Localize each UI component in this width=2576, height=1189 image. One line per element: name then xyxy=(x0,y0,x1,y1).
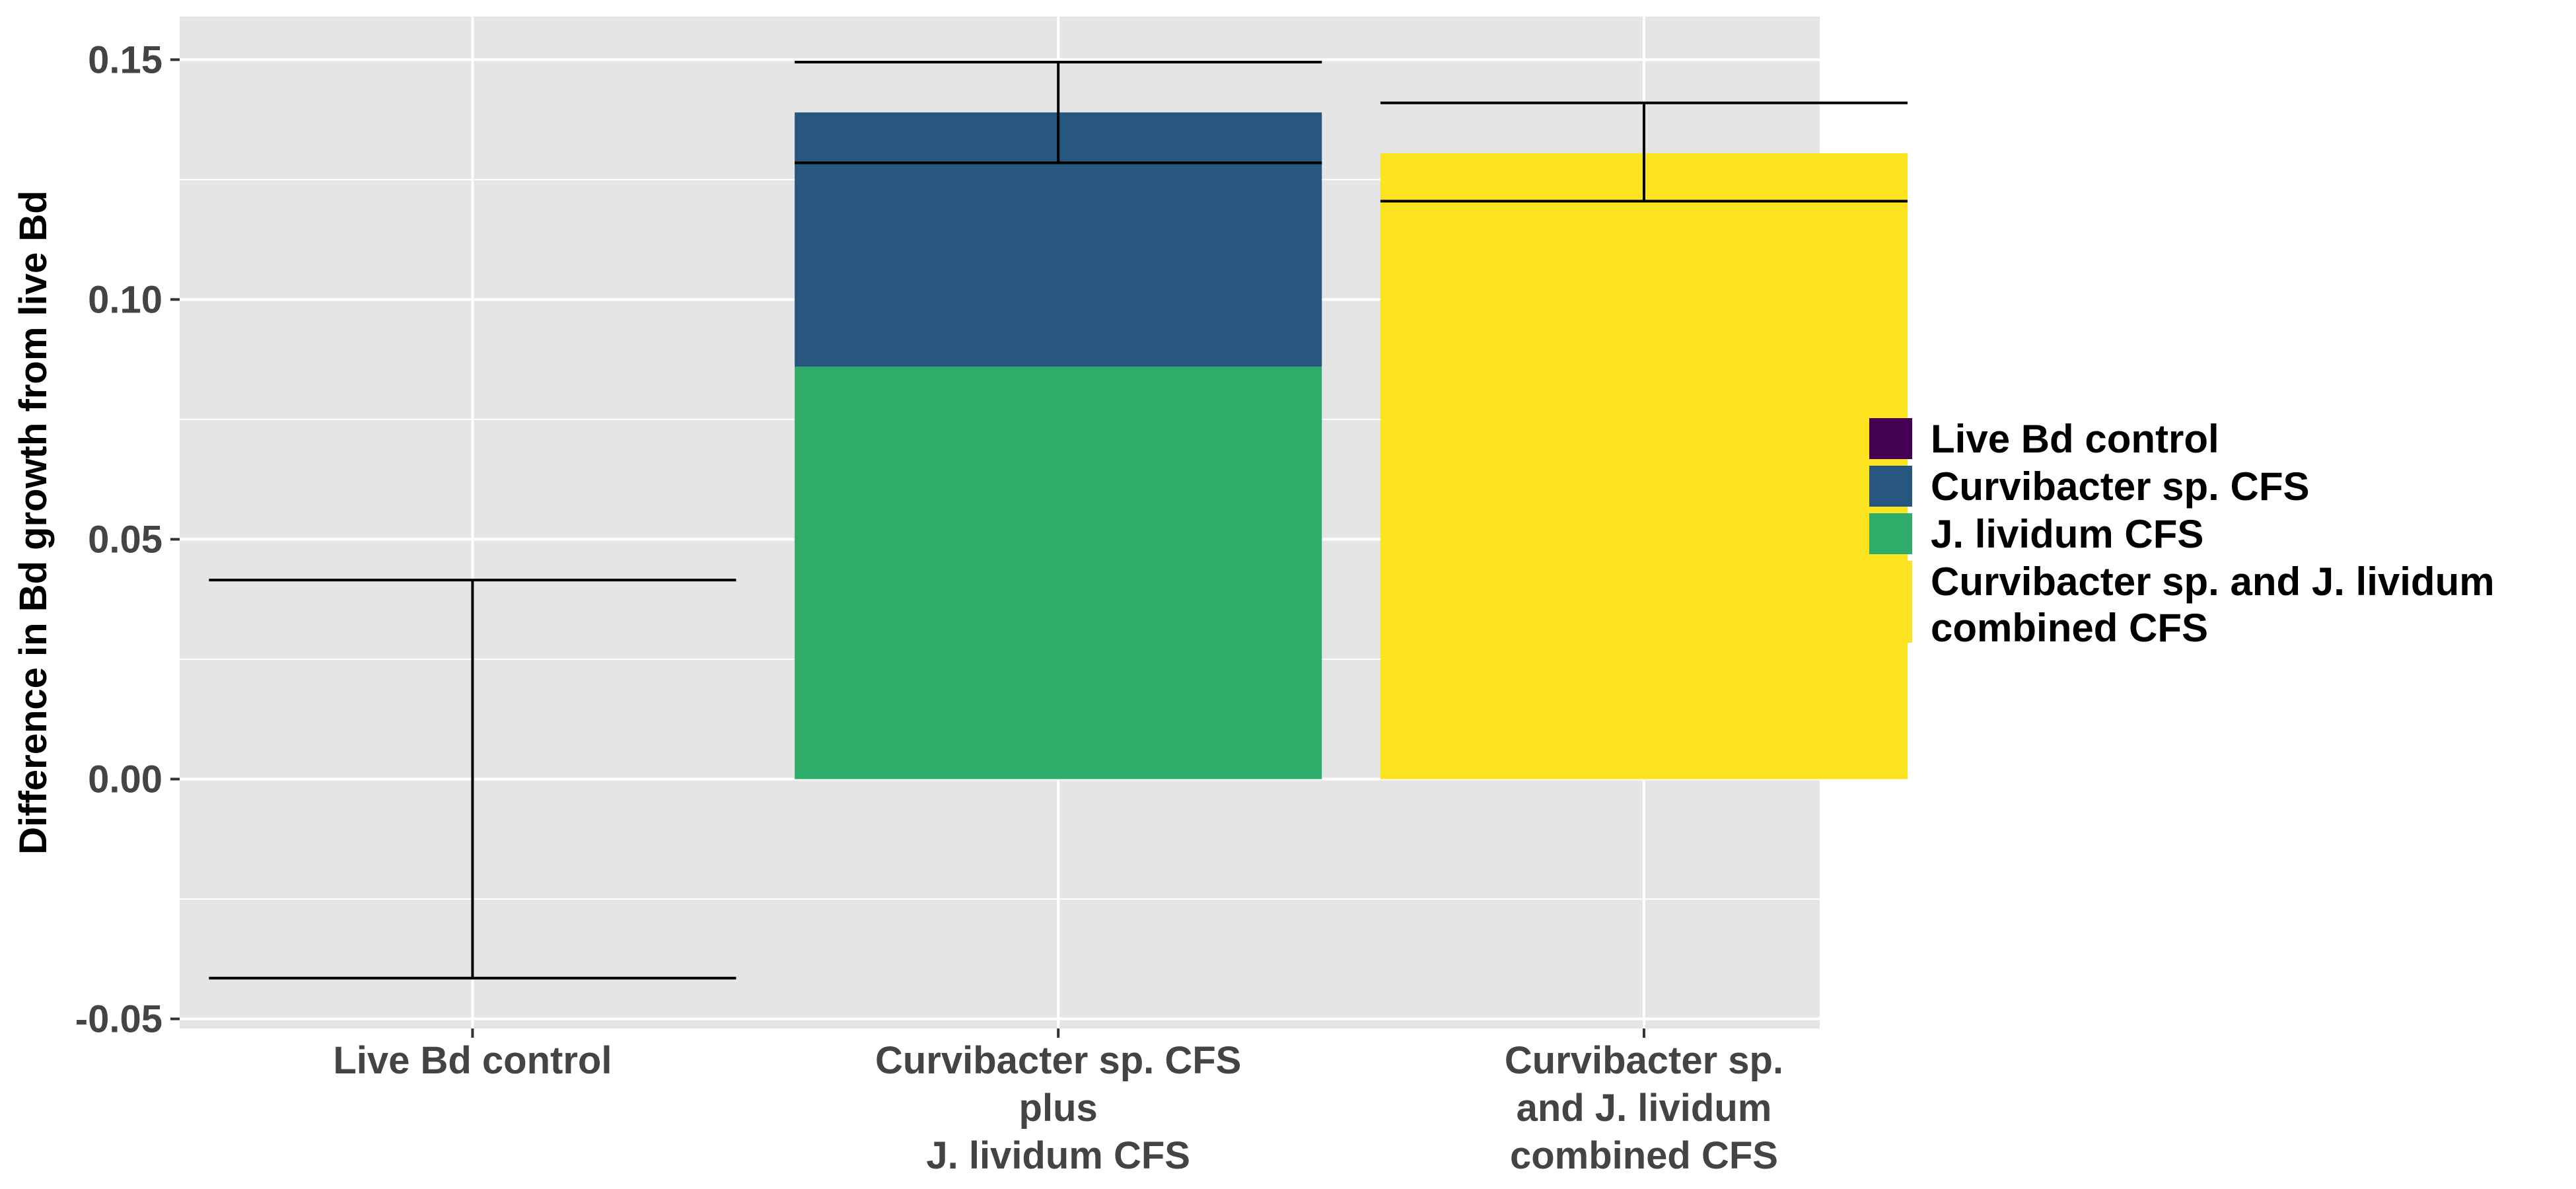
bar-segment xyxy=(795,367,1322,779)
bar-segment xyxy=(1380,153,1908,779)
y-axis: -0.05 0.00 0.05 0.10 0.15 xyxy=(75,38,180,1040)
x-tick-label: Curvibacter sp. and J. lividum combined CF… xyxy=(1505,1039,1783,1177)
legend-label: Curvibacter sp. CFS xyxy=(1931,464,2310,509)
error-bars xyxy=(209,60,1908,980)
legend-key xyxy=(1869,561,1912,643)
legend-label: Live Bd control xyxy=(1931,417,2219,461)
y-tick-label: 0.00 xyxy=(88,758,162,801)
bars xyxy=(795,112,1908,779)
legend-key xyxy=(1869,513,1912,554)
y-tick-label: 0.15 xyxy=(88,38,162,81)
y-axis-title: Difference in Bd growth from live Bd xyxy=(12,190,55,854)
x-tick-label: Curvibacter sp. CFS plus J. lividum CFS xyxy=(875,1039,1241,1177)
legend-key xyxy=(1869,466,1912,507)
legend-label: J. lividum CFS xyxy=(1931,512,2203,556)
legend-label: Curvibacter sp. and J. lividum combined C… xyxy=(1931,559,2495,650)
y-tick-label: -0.05 xyxy=(75,997,162,1040)
y-tick-label: 0.05 xyxy=(88,518,162,561)
y-tick-label: 0.10 xyxy=(88,278,162,321)
x-tick-label: Live Bd control xyxy=(333,1039,612,1082)
legend-key xyxy=(1869,418,1912,459)
x-axis: Live Bd control Curvibacter sp. CFS plus J.… xyxy=(333,1028,1783,1177)
